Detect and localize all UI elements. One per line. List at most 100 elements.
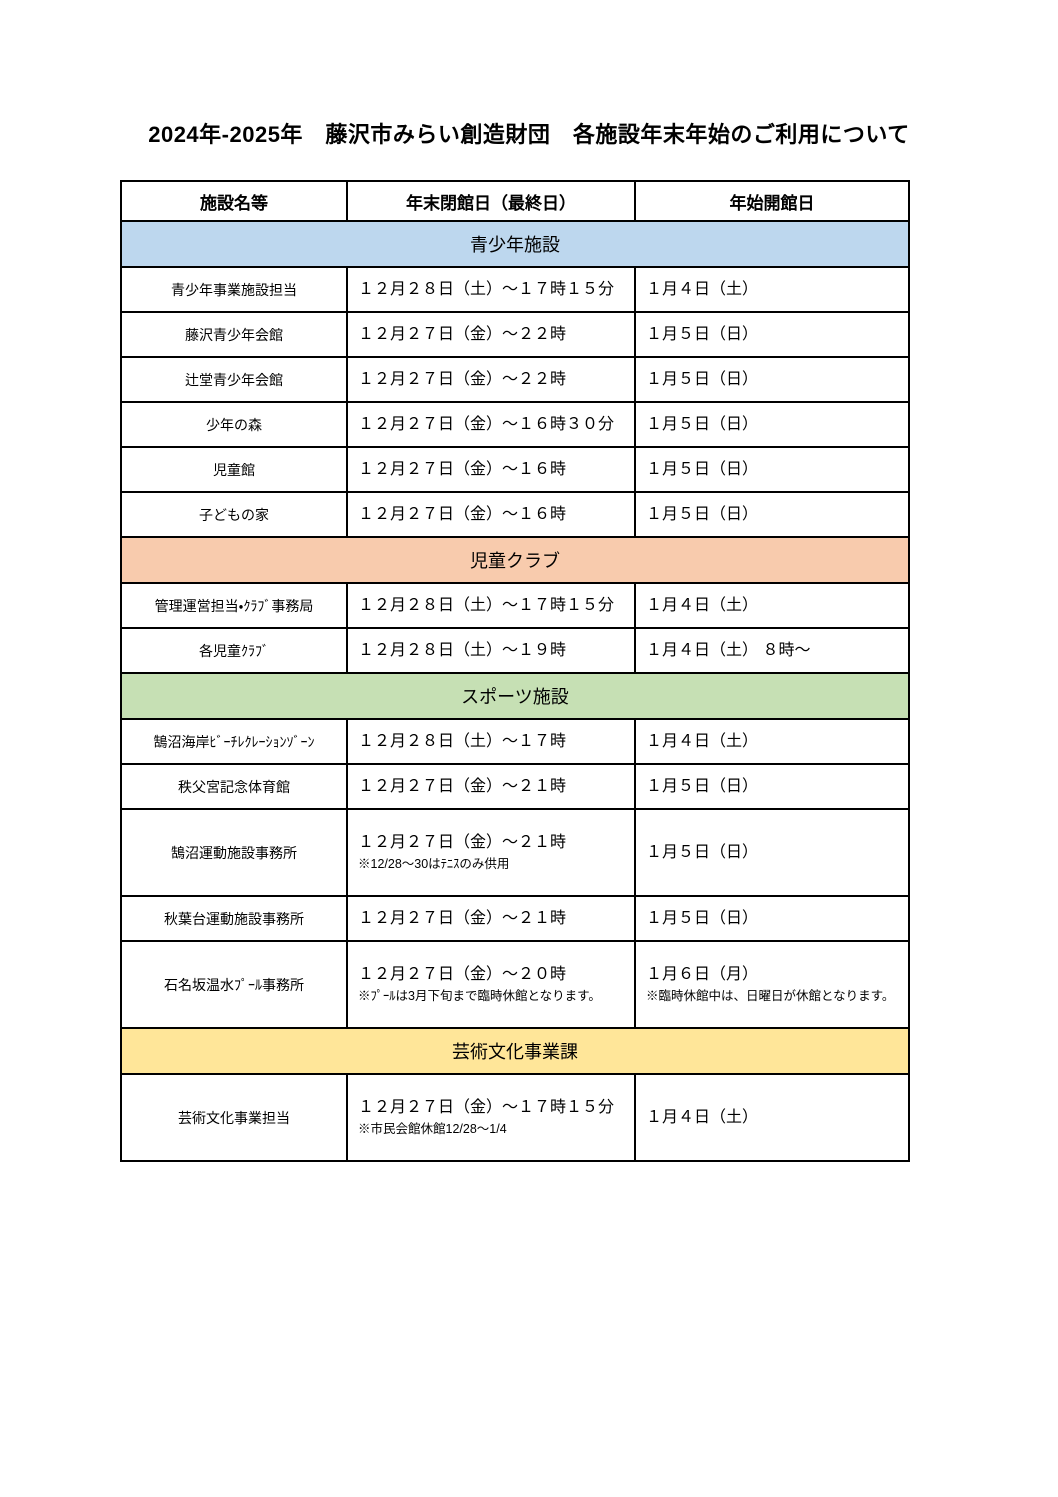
opening-date-cell: １月５日（日） xyxy=(634,491,910,538)
opening-date: １月５日（日） xyxy=(646,909,759,927)
closing-date-cell: １２月２８日（土）～１７時１５分 xyxy=(346,266,636,313)
table-row: 辻堂青少年会館 １２月２７日（金）～２２時 １月５日（日） xyxy=(120,356,910,403)
opening-date-cell: １月４日（土） xyxy=(634,1073,910,1162)
closing-date-cell: １２月２８日（土）～１７時１５分 xyxy=(346,582,636,629)
facility-name: 児童館 xyxy=(120,446,348,493)
opening-date-cell: １月４日（土） ８時～ xyxy=(634,627,910,674)
opening-date-cell: １月４日（土） xyxy=(634,266,910,313)
note-text: ※市民会館休館12/28～1/4 xyxy=(358,1121,507,1136)
opening-date: １月５日（日） xyxy=(646,370,759,388)
closing-date-cell: １２月２７日（金）～２２時 xyxy=(346,311,636,358)
table-row: 子どもの家 １２月２７日（金）～１６時 １月５日（日） xyxy=(120,491,910,538)
table-row: 鵠沼運動施設事務所 １２月２７日（金）～２１時 ※12/28～30はﾃﾆｽのみ供用 １… xyxy=(120,808,910,897)
closing-date-cell: １２月２７日（金）～２１時 xyxy=(346,763,636,810)
opening-date-cell: １月５日（日） xyxy=(634,356,910,403)
closing-date: １２月２７日（金）～１６時 xyxy=(358,460,567,478)
opening-date-cell: １月５日（日） xyxy=(634,763,910,810)
closing-date: １２月２７日（金）～２２時 xyxy=(358,370,567,388)
table-row: 青少年事業施設担当 １２月２８日（土）～１７時１５分 １月４日（土） xyxy=(120,266,910,313)
section-row: 児童クラブ xyxy=(120,536,910,584)
opening-date: １月４日（土） xyxy=(646,732,759,750)
facility-name: 秩父宮記念体育館 xyxy=(120,763,348,810)
closing-date-cell: １２月２８日（土）～１９時 xyxy=(346,627,636,674)
table-row: 秩父宮記念体育館 １２月２７日（金）～２１時 １月５日（日） xyxy=(120,763,910,810)
section-row: 芸術文化事業課 xyxy=(120,1027,910,1075)
closing-date: １２月２７日（金）～２１時 xyxy=(358,777,567,795)
col-header-opening-date: 年始開館日 xyxy=(634,180,910,222)
facility-name: 辻堂青少年会館 xyxy=(120,356,348,403)
facility-name: 各児童ｸﾗﾌﾞ xyxy=(120,627,348,674)
opening-date: １月４日（土） xyxy=(646,596,759,614)
section-row: 青少年施設 xyxy=(120,220,910,268)
table-row: 鵠沼海岸ﾋﾞｰﾁﾚｸﾚｰｼｮﾝｿﾞｰﾝ １２月２８日（土）～１７時 １月４日（土） xyxy=(120,718,910,765)
section-title: 芸術文化事業課 xyxy=(120,1027,910,1075)
opening-date-cell: １月５日（日） xyxy=(634,311,910,358)
facility-name: 藤沢青少年会館 xyxy=(120,311,348,358)
opening-date: １月５日（日） xyxy=(646,415,759,433)
closing-date: １２月２７日（金）～１６時 xyxy=(358,505,567,523)
section-title: 児童クラブ xyxy=(120,536,910,584)
closing-date: １２月２８日（土）～１９時 xyxy=(358,641,567,659)
table-row: 秋葉台運動施設事務所 １２月２７日（金）～２１時 １月５日（日） xyxy=(120,895,910,942)
opening-date: １月４日（土） xyxy=(646,1108,759,1126)
closing-date-cell: １２月２７日（金）～２１時 xyxy=(346,895,636,942)
table-row: 石名坂温水ﾌﾟｰﾙ事務所 １２月２７日（金）～２０時 ※ﾌﾟｰﾙは3月下旬まで臨時休… xyxy=(120,940,910,1029)
closing-date-cell: １２月２７日（金）～２０時 ※ﾌﾟｰﾙは3月下旬まで臨時休館となります。 xyxy=(346,940,636,1029)
opening-date-cell: １月４日（土） xyxy=(634,718,910,765)
table-body: 青少年施設 青少年事業施設担当 １２月２８日（土）～１７時１５分 １月４日（土） 藤沢青… xyxy=(120,220,910,1162)
closing-date-cell: １２月２７日（金）～１６時３０分 xyxy=(346,401,636,448)
closing-date: １２月２７日（金）～２２時 xyxy=(358,325,567,343)
facility-name: 少年の森 xyxy=(120,401,348,448)
table-row: 児童館 １２月２７日（金）～１６時 １月５日（日） xyxy=(120,446,910,493)
closing-date: １２月２８日（土）～１７時１５分 xyxy=(358,596,615,614)
table-header: 施設名等 年末閉館日（最終日） 年始開館日 xyxy=(120,180,910,222)
opening-date-cell: １月４日（土） xyxy=(634,582,910,629)
facility-name: 青少年事業施設担当 xyxy=(120,266,348,313)
closing-date: １２月２７日（金）～２１時 xyxy=(358,834,567,852)
opening-date: １月５日（日） xyxy=(646,460,759,478)
closing-date: １２月２７日（金）～２０時 xyxy=(358,966,567,984)
closing-date-cell: １２月２７日（金）～１６時 xyxy=(346,491,636,538)
header-row: 施設名等 年末閉館日（最終日） 年始開館日 xyxy=(120,180,910,222)
closing-date: １２月２７日（金）～２１時 xyxy=(358,909,567,927)
closing-date-cell: １２月２７日（金）～１６時 xyxy=(346,446,636,493)
section-row: スポーツ施設 xyxy=(120,672,910,720)
facility-name: 管理運営担当・ｸﾗﾌﾞ事務局 xyxy=(120,582,348,629)
table-row: 管理運営担当・ｸﾗﾌﾞ事務局 １２月２８日（土）～１７時１５分 １月４日（土） xyxy=(120,582,910,629)
opening-date-cell: １月５日（日） xyxy=(634,808,910,897)
table-row: 芸術文化事業担当 １２月２７日（金）～１７時１５分 ※市民会館休館12/28～1/4… xyxy=(120,1073,910,1162)
table-row: 少年の森 １２月２７日（金）～１６時３０分 １月５日（日） xyxy=(120,401,910,448)
facility-name: 子どもの家 xyxy=(120,491,348,538)
opening-date: １月５日（日） xyxy=(646,325,759,343)
opening-date: １月５日（日） xyxy=(646,843,759,861)
opening-date: １月４日（土） ８時～ xyxy=(646,641,811,659)
facility-name: 鵠沼運動施設事務所 xyxy=(120,808,348,897)
note-text: ※臨時休館中は、日曜日が休館となります。 xyxy=(646,988,895,1003)
opening-date-cell: １月５日（日） xyxy=(634,401,910,448)
opening-date: １月４日（土） xyxy=(646,280,759,298)
opening-date-cell: １月６日（月） ※臨時休館中は、日曜日が休館となります。 xyxy=(634,940,910,1029)
closing-date-cell: １２月２７日（金）～１７時１５分 ※市民会館休館12/28～1/4 xyxy=(346,1073,636,1162)
closing-date: １２月２７日（金）～１６時３０分 xyxy=(358,415,615,433)
facility-name: 芸術文化事業担当 xyxy=(120,1073,348,1162)
opening-date-cell: １月５日（日） xyxy=(634,895,910,942)
closing-date-cell: １２月２７日（金）～２１時 ※12/28～30はﾃﾆｽのみ供用 xyxy=(346,808,636,897)
closing-date: １２月２７日（金）～１７時１５分 xyxy=(358,1099,615,1117)
table-row: 各児童ｸﾗﾌﾞ １２月２８日（土）～１９時 １月４日（土） ８時～ xyxy=(120,627,910,674)
closing-date: １２月２８日（土）～１７時１５分 xyxy=(358,280,615,298)
col-header-facility: 施設名等 xyxy=(120,180,348,222)
note-text: ※12/28～30はﾃﾆｽのみ供用 xyxy=(358,856,510,871)
opening-date: １月６日（月） xyxy=(646,966,759,984)
opening-date-cell: １月５日（日） xyxy=(634,446,910,493)
facility-name: 石名坂温水ﾌﾟｰﾙ事務所 xyxy=(120,940,348,1029)
col-header-closing-date: 年末閉館日（最終日） xyxy=(346,180,636,222)
closing-date: １２月２８日（土）～１７時 xyxy=(358,732,567,750)
facility-name: 秋葉台運動施設事務所 xyxy=(120,895,348,942)
facility-name: 鵠沼海岸ﾋﾞｰﾁﾚｸﾚｰｼｮﾝｿﾞｰﾝ xyxy=(120,718,348,765)
opening-date: １月５日（日） xyxy=(646,505,759,523)
table-row: 藤沢青少年会館 １２月２７日（金）～２２時 １月５日（日） xyxy=(120,311,910,358)
section-title: スポーツ施設 xyxy=(120,672,910,720)
schedule-table: 施設名等 年末閉館日（最終日） 年始開館日 青少年施設 青少年事業施設担当 １２月２… xyxy=(120,180,910,1162)
note-text: ※ﾌﾟｰﾙは3月下旬まで臨時休館となります。 xyxy=(358,988,601,1003)
